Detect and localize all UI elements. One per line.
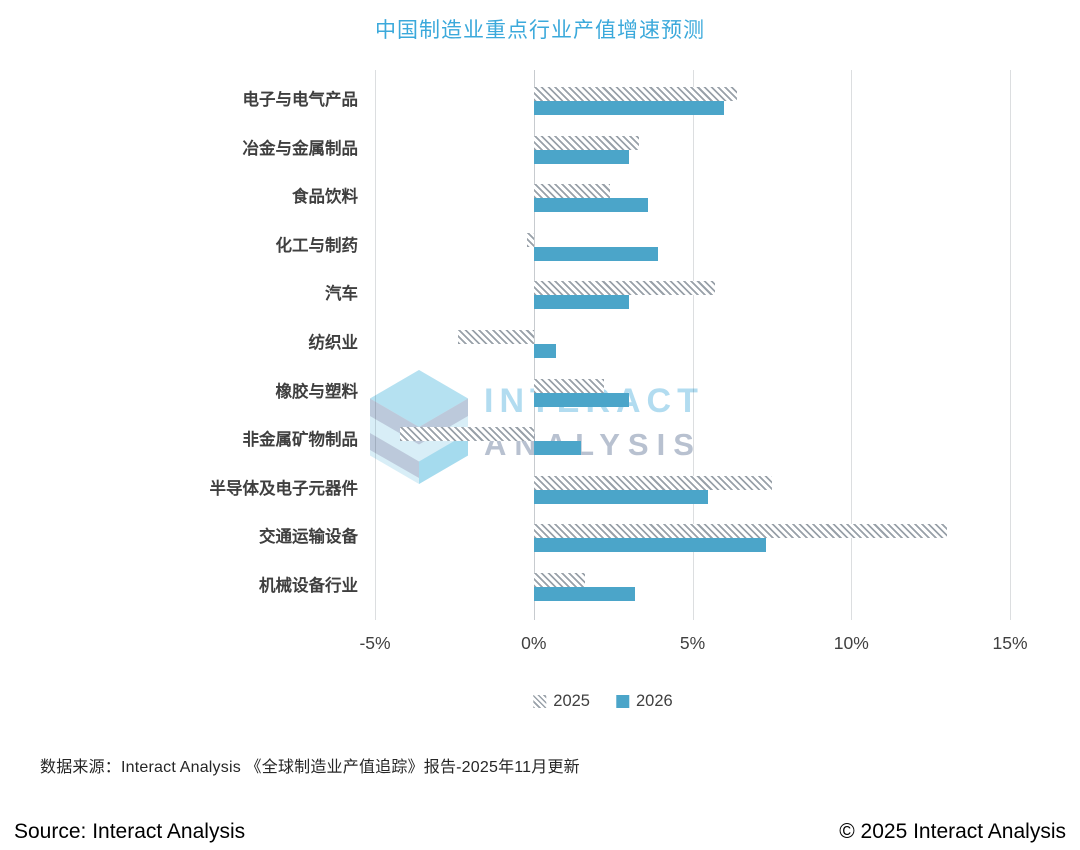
- bar-2025: [533, 184, 610, 199]
- bar-area: [375, 125, 1010, 173]
- bar-2025: [527, 232, 534, 247]
- category-label: 汽车: [325, 285, 358, 304]
- bar-2026: [533, 295, 629, 310]
- bar-2026: [533, 489, 709, 504]
- gridline-10%: [851, 70, 853, 620]
- chart-row: 半导体及电子元器件: [0, 465, 1080, 513]
- chart-title: 中国制造业重点行业产值增速预测: [375, 19, 705, 42]
- chart-row: 电子与电气产品: [0, 76, 1080, 124]
- chart-row: 化工与制药: [0, 222, 1080, 270]
- category-label: 电子与电气产品: [242, 91, 359, 109]
- bar-2025: [533, 475, 772, 490]
- category-label: 食品饮料: [292, 188, 358, 207]
- bar-2025: [533, 378, 604, 393]
- footer-copyright: © 2025 Interact Analysis: [839, 820, 1066, 843]
- category-label: 纺织业: [308, 334, 359, 352]
- bar-2025: [533, 281, 715, 296]
- chart-row: 机械设备行业: [0, 562, 1080, 610]
- legend-item-2025: 2025: [533, 692, 590, 711]
- bar-area: [375, 562, 1010, 610]
- x-tick-5%: 5%: [679, 633, 706, 653]
- legend-label-2025: 2025: [553, 692, 590, 710]
- chart-row: 冶金与金属制品: [0, 125, 1080, 173]
- bar-area: [375, 416, 1010, 464]
- chart-row: 食品饮料: [0, 173, 1080, 221]
- category-label: 交通运输设备: [259, 528, 358, 547]
- bar-area: [375, 222, 1010, 270]
- bar-2026: [533, 149, 629, 164]
- bar-2026: [533, 392, 629, 407]
- x-tick-10%: 10%: [833, 633, 869, 653]
- bar-2026: [533, 101, 725, 115]
- category-label: 橡胶与塑料: [275, 382, 359, 401]
- legend: 2025 2026: [533, 692, 673, 711]
- bar-area: [375, 76, 1010, 124]
- x-tick--5%: -5%: [359, 633, 391, 653]
- x-tick-0%: 0%: [521, 633, 547, 653]
- bar-area: [375, 513, 1010, 561]
- gridline--5%: [375, 70, 376, 620]
- footer-source: Source: Interact Analysis: [14, 820, 246, 843]
- bar-2026: [533, 344, 556, 358]
- chart-row: 橡胶与塑料: [0, 368, 1080, 416]
- bar-2025: [533, 135, 639, 150]
- category-label: 非金属矿物制品: [242, 431, 359, 450]
- category-label: 冶金与金属制品: [242, 139, 359, 158]
- bar-2025: [400, 427, 534, 442]
- bar-area: [375, 270, 1010, 318]
- legend-swatch-2026-icon: [616, 695, 629, 708]
- chart-row: 汽车: [0, 270, 1080, 318]
- bar-2026: [533, 587, 636, 601]
- chart-row: 纺织业: [0, 319, 1080, 367]
- bar-2025: [533, 573, 585, 587]
- bar-area: [375, 319, 1010, 367]
- bar-2025: [533, 524, 947, 539]
- gridline-15%: [1010, 70, 1011, 620]
- bar-2025: [457, 330, 534, 344]
- bar-2026: [533, 538, 766, 553]
- chart-row: 交通运输设备: [0, 513, 1080, 561]
- category-label: 机械设备行业: [259, 577, 358, 595]
- bar-2026: [533, 246, 658, 261]
- bar-2025: [533, 87, 737, 101]
- legend-swatch-2025-icon: [533, 695, 547, 708]
- bar-chart: INTERACT ANALYSIS 电子与电气产品冶金与金属制品食品饮料化工与制…: [0, 70, 1080, 730]
- bar-area: [375, 173, 1010, 221]
- bar-2026: [533, 198, 649, 213]
- source-note: 数据来源：Interact Analysis 《全球制造业产值追踪》报告-202…: [40, 759, 580, 776]
- gridline-5%: [692, 70, 694, 620]
- legend-label-2026: 2026: [636, 692, 673, 710]
- x-tick-15%: 15%: [992, 633, 1028, 653]
- bar-area: [375, 465, 1010, 513]
- category-label: 化工与制药: [275, 236, 359, 255]
- chart-row: 非金属矿物制品: [0, 416, 1080, 464]
- category-label: 半导体及电子元器件: [209, 479, 359, 498]
- legend-item-2026: 2026: [616, 692, 673, 711]
- footer: Source: Interact Analysis © 2025 Interac…: [14, 820, 1066, 844]
- bar-area: [375, 368, 1010, 416]
- bar-2026: [533, 441, 582, 456]
